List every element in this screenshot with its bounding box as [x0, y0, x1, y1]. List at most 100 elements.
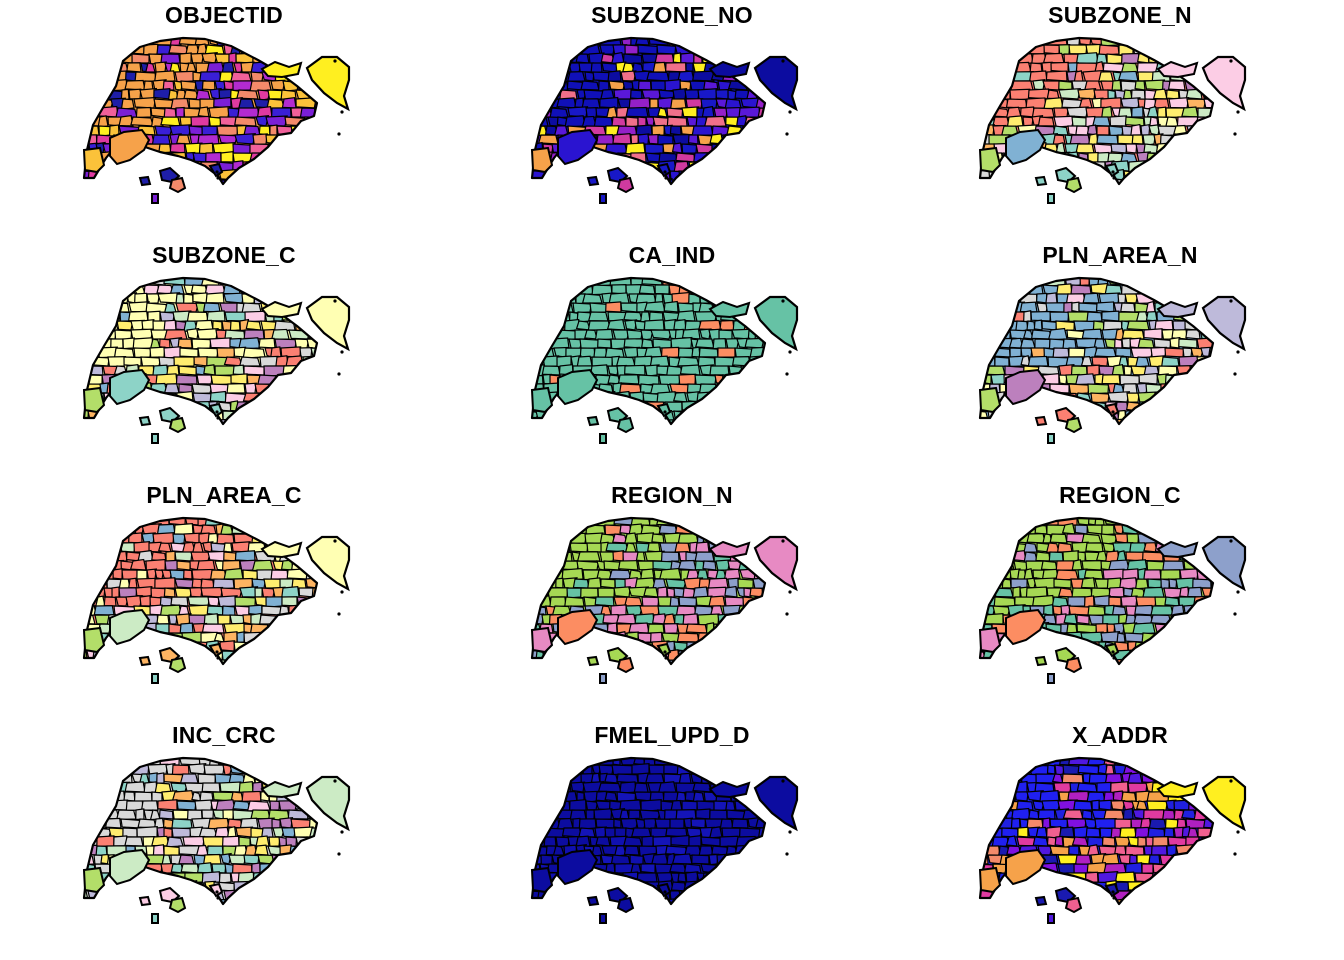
subzone-polygon	[107, 650, 119, 662]
subzone-polygon	[1046, 764, 1056, 775]
subzone-polygon	[84, 52, 100, 64]
subzone-polygon	[753, 863, 764, 875]
subzone-polygon	[533, 178, 548, 184]
islet-dot	[333, 779, 337, 783]
map-panel-region-n: REGION_N	[448, 480, 896, 720]
northeast-island	[708, 540, 751, 559]
subzone-polygon	[744, 382, 758, 394]
subzone-polygon	[980, 115, 986, 129]
subzone-polygon	[1161, 356, 1180, 367]
subzone-polygon	[303, 125, 317, 137]
island-polygon	[109, 848, 151, 886]
subzone-polygon	[583, 641, 600, 652]
subzone-polygon	[1145, 310, 1158, 322]
subzone-polygon	[1010, 817, 1021, 829]
subzone-polygon	[121, 178, 142, 184]
subzone-polygon	[638, 284, 656, 295]
subzone-polygon	[279, 419, 293, 424]
subzone-polygon	[661, 189, 678, 198]
island-polygon	[978, 386, 1002, 414]
subzone-polygon	[744, 374, 765, 385]
subzone-polygon	[766, 180, 787, 189]
subzone-polygon	[285, 44, 308, 55]
subzone-polygon	[1134, 80, 1146, 91]
subzone-polygon	[741, 909, 754, 918]
subzone-polygon	[241, 790, 262, 803]
island-polygon	[557, 368, 599, 406]
subzone-polygon	[604, 524, 623, 536]
subzone-polygon	[980, 809, 992, 820]
subzone-polygon	[1185, 641, 1207, 652]
subzone-polygon	[608, 80, 626, 91]
subzone-polygon	[312, 632, 317, 645]
subzone-polygon	[1135, 278, 1148, 286]
choropleth-map	[530, 36, 799, 204]
subzone-polygon	[980, 799, 992, 811]
subzone-polygon	[1169, 336, 1181, 349]
subzone-polygon	[616, 791, 637, 802]
subzone-polygon	[304, 44, 317, 56]
subzone-polygon	[658, 567, 682, 580]
subzone-polygon	[570, 518, 588, 527]
subzone-polygon	[95, 69, 109, 83]
subzone-polygon	[610, 604, 627, 617]
subzone-polygon	[1217, 134, 1229, 144]
panel-title: SUBZONE_C	[152, 242, 296, 268]
subzone-polygon	[980, 71, 984, 82]
subzone-polygon	[1086, 659, 1104, 664]
subzone-polygon	[1006, 115, 1024, 128]
subzone-polygon	[762, 283, 765, 296]
subzone-polygon	[93, 188, 102, 198]
subzone-polygon	[980, 302, 985, 313]
subzone-polygon	[1014, 791, 1029, 802]
subzone-polygon	[700, 836, 722, 847]
subzone-polygon	[84, 854, 88, 865]
subzone-polygon	[84, 532, 92, 544]
islet-dot	[1229, 539, 1233, 543]
subzone-polygon	[280, 758, 291, 766]
subzone-polygon	[182, 835, 206, 847]
islet-dot	[664, 656, 668, 660]
subzone-polygon	[1193, 188, 1200, 198]
subzone-polygon	[1200, 613, 1213, 625]
subzone-polygon	[691, 38, 702, 46]
subzone-polygon	[89, 311, 99, 323]
subzone-polygon	[709, 659, 728, 664]
subzone-polygon	[243, 763, 258, 775]
subzone-polygon	[756, 179, 765, 184]
subzone-polygon	[769, 429, 781, 438]
subzone-polygon	[533, 808, 544, 821]
subzone-polygon	[1125, 143, 1138, 154]
subzone-polygon	[980, 772, 995, 786]
subzone-polygons	[84, 758, 317, 904]
subzone-polygon	[183, 532, 202, 544]
subzone-polygon	[542, 781, 555, 793]
subzone-polygon	[636, 532, 655, 544]
subzone-polygon	[564, 668, 577, 679]
subzone-polygon	[980, 284, 996, 295]
subzone-polygon	[633, 782, 649, 794]
subzone-polygon	[187, 168, 207, 182]
subzone-polygon	[603, 560, 622, 571]
subzone-polygon	[1026, 533, 1046, 544]
subzone-polygon	[708, 595, 726, 607]
northeast-island	[260, 540, 303, 559]
subzone-polygon	[118, 114, 134, 127]
subzone-polygon	[1131, 106, 1144, 118]
subzone-polygon	[1123, 365, 1133, 376]
subzone-polygon	[220, 668, 232, 679]
panel-title: OBJECTID	[165, 2, 283, 28]
subzone-polygon	[604, 791, 618, 802]
subzone-polygon	[85, 62, 97, 74]
subzone-polygon	[133, 540, 150, 553]
subzone-polygon	[673, 659, 694, 664]
subzone-polygon	[292, 889, 308, 901]
subzone-polygon	[1165, 89, 1180, 100]
subzone-polygon	[1120, 302, 1136, 313]
subzone-polygon	[294, 853, 307, 867]
subzone-polygon	[143, 401, 163, 412]
subzone-polygon	[636, 908, 648, 918]
subzone-polygon	[1216, 651, 1237, 660]
subzone-polygon	[1208, 151, 1213, 163]
subzone-polygon	[1153, 98, 1170, 109]
